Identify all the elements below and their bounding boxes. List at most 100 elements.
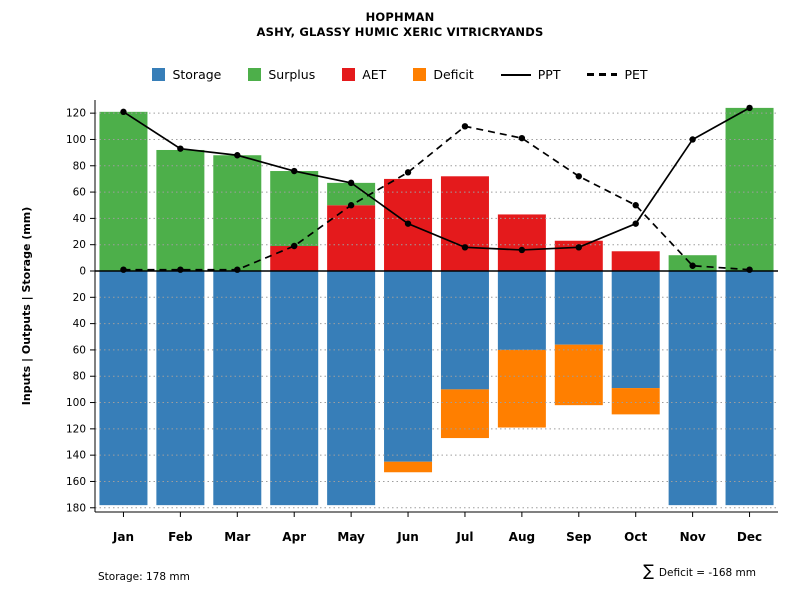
pet-marker-Jul xyxy=(461,123,469,130)
legend-item-storage: Storage xyxy=(152,67,221,82)
x-tick-label-Mar: Mar xyxy=(224,530,250,544)
y-tick-label: 80 xyxy=(73,371,86,383)
legend-line-sample-ppt xyxy=(500,73,531,76)
deficit-total-text: Deficit = -168 mm xyxy=(658,567,756,579)
legend-item-surplus: Surplus xyxy=(248,67,315,82)
y-tick-label: 40 xyxy=(73,318,86,330)
y-tick-label: 180 xyxy=(66,502,86,514)
x-tick-label-Sep: Sep xyxy=(566,530,592,544)
deficit-bar-Jun xyxy=(384,461,433,473)
x-tick-label-Aug: Aug xyxy=(509,530,535,544)
y-tick-label: 120 xyxy=(66,423,86,435)
legend-swatch-deficit xyxy=(413,68,427,81)
surplus-bar-Feb xyxy=(156,149,205,271)
ppt-marker-Sep xyxy=(575,244,582,251)
summation-symbol: ∑ xyxy=(643,561,654,580)
pet-line xyxy=(123,125,750,271)
legend: Storage Surplus AET Deficit PPT PET xyxy=(0,67,800,82)
x-tick-label-Oct: Oct xyxy=(624,530,647,544)
x-tick-label-Nov: Nov xyxy=(680,530,706,544)
aet-bar-Aug xyxy=(497,214,546,271)
ppt-marker-May xyxy=(347,179,355,187)
pet-marker-Dec xyxy=(746,266,753,273)
legend-swatch-aet xyxy=(342,68,356,81)
ppt-marker-Jun xyxy=(404,220,412,227)
ppt-marker-Apr xyxy=(291,167,298,175)
aet-bar-Jul xyxy=(440,176,489,271)
y-tick-label: 100 xyxy=(66,134,86,146)
aet-bar-Oct xyxy=(611,251,660,271)
pet-marker-Nov xyxy=(689,262,696,269)
deficit-bar-Sep xyxy=(554,344,603,406)
y-tick-label: 120 xyxy=(66,108,86,120)
x-tick-label-Jul: Jul xyxy=(455,530,473,544)
ppt-marker-Mar xyxy=(234,152,241,159)
legend-item-pet: PET xyxy=(587,67,648,82)
pet-marker-Aug xyxy=(518,134,526,142)
pet-marker-Apr xyxy=(291,242,298,250)
legend-label: Storage xyxy=(172,67,222,82)
ppt-marker-Nov xyxy=(689,136,696,143)
pet-marker-May xyxy=(347,202,355,209)
y-tick-label: 40 xyxy=(73,213,86,225)
ppt-line xyxy=(122,107,750,251)
deficit-total-label: ∑ Deficit = -168 mm xyxy=(643,561,756,580)
y-tick-label: 20 xyxy=(73,239,86,251)
x-tick-label-May: May xyxy=(337,530,365,544)
pet-marker-Sep xyxy=(575,173,582,180)
x-tick-label-Jan: Jan xyxy=(112,530,134,544)
y-tick-label: 160 xyxy=(66,476,86,488)
ppt-marker-Dec xyxy=(746,104,753,112)
surplus-bar-Jan xyxy=(99,111,148,271)
x-tick-label-Apr: Apr xyxy=(282,530,306,544)
storage-bar-Sep xyxy=(554,271,603,345)
x-tick-label-Dec: Dec xyxy=(737,530,762,544)
deficit-bar-Oct xyxy=(611,388,660,415)
aet-bar-Apr xyxy=(270,246,319,271)
storage-bar-Dec xyxy=(725,271,774,506)
storage-total-label: Storage: 178 mm xyxy=(98,571,190,583)
ppt-marker-Oct xyxy=(632,220,639,227)
y-tick-label: 60 xyxy=(73,344,86,356)
legend-label: Deficit xyxy=(433,67,474,82)
storage-bar-Feb xyxy=(156,271,205,506)
surplus-bar-Dec xyxy=(725,107,774,271)
legend-label: PET xyxy=(624,67,648,82)
y-tick-label: 60 xyxy=(73,187,86,199)
y-tick-label: 100 xyxy=(66,397,86,409)
surplus-bar-Mar xyxy=(213,155,262,271)
storage-bar-Nov xyxy=(668,271,717,506)
legend-item-ppt: PPT xyxy=(500,67,561,82)
legend-swatch-surplus xyxy=(248,68,262,81)
surplus-bar-May xyxy=(327,182,376,206)
storage-bar-Oct xyxy=(611,271,660,389)
pet-marker-Mar xyxy=(234,266,241,273)
legend-label: Surplus xyxy=(268,67,316,82)
deficit-bar-Aug xyxy=(497,349,546,428)
legend-label: PPT xyxy=(537,67,561,82)
ppt-marker-Feb xyxy=(177,145,184,152)
storage-bar-Aug xyxy=(497,271,546,350)
storage-bar-Jun xyxy=(384,271,433,462)
deficit-bar-Jul xyxy=(440,389,489,439)
storage-bar-Jul xyxy=(440,271,489,390)
pet-marker-Jun xyxy=(404,169,412,176)
y-tick-label: 20 xyxy=(73,292,86,304)
legend-item-deficit: Deficit xyxy=(413,67,474,82)
storage-bar-Jan xyxy=(99,271,148,506)
chart-title: HOPHMAN xyxy=(365,10,435,24)
chart-subtitle: ASHY, GLASSY HUMIC XERIC VITRICRYANDS xyxy=(256,25,544,39)
ppt-marker-Aug xyxy=(518,246,526,254)
ppt-marker-Jan xyxy=(120,108,127,116)
ppt-marker-Jul xyxy=(461,244,469,251)
y-tick-label: 0 xyxy=(79,266,86,278)
y-axis-label: Inputs | Outputs | Storage (mm) xyxy=(20,207,33,405)
pet-marker-Oct xyxy=(632,202,639,209)
legend-line-sample-pet xyxy=(587,73,618,76)
y-tick-label: 140 xyxy=(66,450,86,462)
x-tick-label-Feb: Feb xyxy=(168,530,193,544)
legend-swatch-storage xyxy=(152,68,166,81)
storage-bar-Mar xyxy=(213,271,262,506)
pet-marker-Jan xyxy=(120,266,127,273)
